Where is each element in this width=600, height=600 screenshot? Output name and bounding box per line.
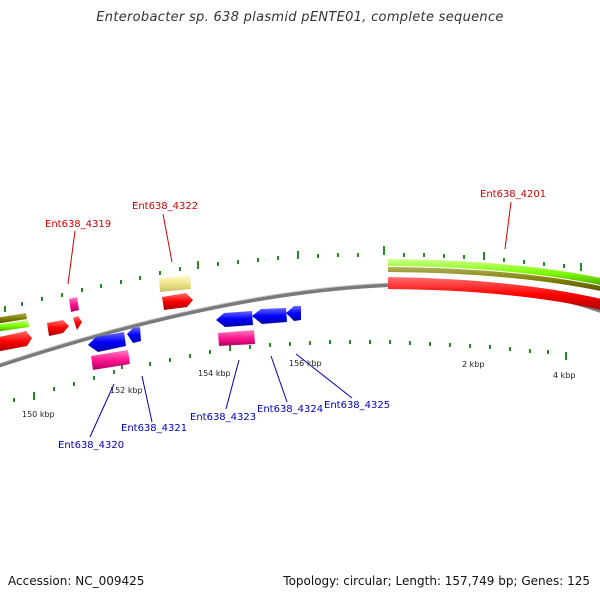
gene-label-ent638-4321[interactable]: Ent638_4321	[121, 423, 187, 434]
tick-label-2kbp: 2 kbp	[462, 360, 484, 369]
gene-label-ent638-4201[interactable]: Ent638_4201	[480, 189, 546, 200]
feature-red-4322	[162, 293, 193, 310]
feature-blue-4321	[127, 327, 141, 343]
outer-tick-ring	[4, 246, 582, 312]
tick-label-4kbp: 4 kbp	[553, 371, 575, 380]
feature-red-long	[388, 277, 600, 310]
leader-lines-bottom	[89, 353, 353, 438]
feature-olive-long	[388, 267, 600, 291]
tick-label-156kbp: 156 kbp	[289, 359, 322, 368]
feature-blue-4324	[252, 308, 287, 324]
gene-label-ent638-4324[interactable]: Ent638_4324	[257, 404, 323, 415]
feature-red-left	[0, 331, 32, 352]
map-title: Enterobacter sp. 638 plasmid pENTE01, co…	[96, 10, 504, 25]
tick-label-150kbp: 150 kbp	[22, 410, 55, 419]
gene-label-ent638-4320[interactable]: Ent638_4320	[58, 440, 124, 451]
feature-green-left	[0, 320, 29, 332]
feature-blue-4325	[286, 306, 301, 321]
leader-lines-top	[67, 201, 512, 285]
gene-label-ent638-4322[interactable]: Ent638_4322	[132, 201, 198, 212]
sequence-summary: Topology: circular; Length: 157,749 bp; …	[283, 574, 590, 588]
feature-tan-4322	[159, 275, 191, 292]
feature-blue-4320	[88, 332, 126, 352]
feature-red-small-2	[73, 316, 82, 330]
gene-label-ent638-4325[interactable]: Ent638_4325	[324, 400, 390, 411]
feature-blue-4323	[216, 311, 253, 327]
feature-pink-4323	[218, 330, 255, 346]
feature-red-small-1	[47, 320, 69, 336]
feature-pink-4320	[91, 350, 130, 370]
feature-pink-4319	[69, 297, 79, 312]
accession-text: Accession: NC_009425	[8, 574, 145, 588]
tick-label-154kbp: 154 kbp	[198, 369, 231, 378]
tick-label-152kbp: 152 kbp	[110, 386, 143, 395]
feature-olive-left	[0, 313, 27, 324]
gene-label-ent638-4323[interactable]: Ent638_4323	[190, 412, 256, 423]
gene-label-ent638-4319[interactable]: Ent638_4319	[45, 219, 111, 230]
feature-green-long	[388, 259, 600, 285]
